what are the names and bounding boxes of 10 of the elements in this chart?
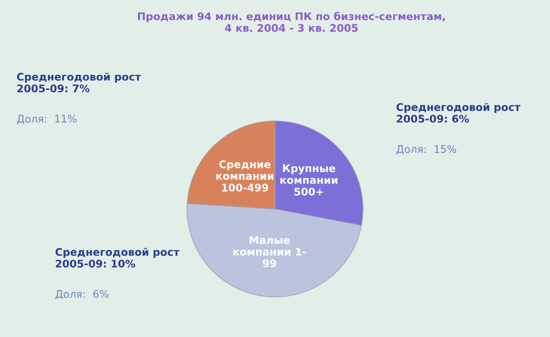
text: Доля: 6%: [56, 290, 109, 300]
chart-title: Продажи 94 млн. единиц ПК по бизнес-сегментам, 4 кв. 2004 - 3 кв. 2005: [138, 12, 445, 32]
slice-label: Крупные компании 500+: [280, 164, 338, 196]
text: Среднегодовой рост 2005-09: 6%: [396, 102, 520, 123]
text: Среднегодовой рост 2005-09: 7%: [17, 72, 141, 92]
text: Среднегодовой рост 2005-09: 10%: [56, 248, 180, 268]
slice-label: Средние компании 100-499: [216, 160, 274, 192]
text: Доля: 11%: [17, 114, 77, 124]
slice-label: Малые компании 1- 99: [233, 236, 306, 268]
text: Доля: 15%: [396, 145, 456, 154]
